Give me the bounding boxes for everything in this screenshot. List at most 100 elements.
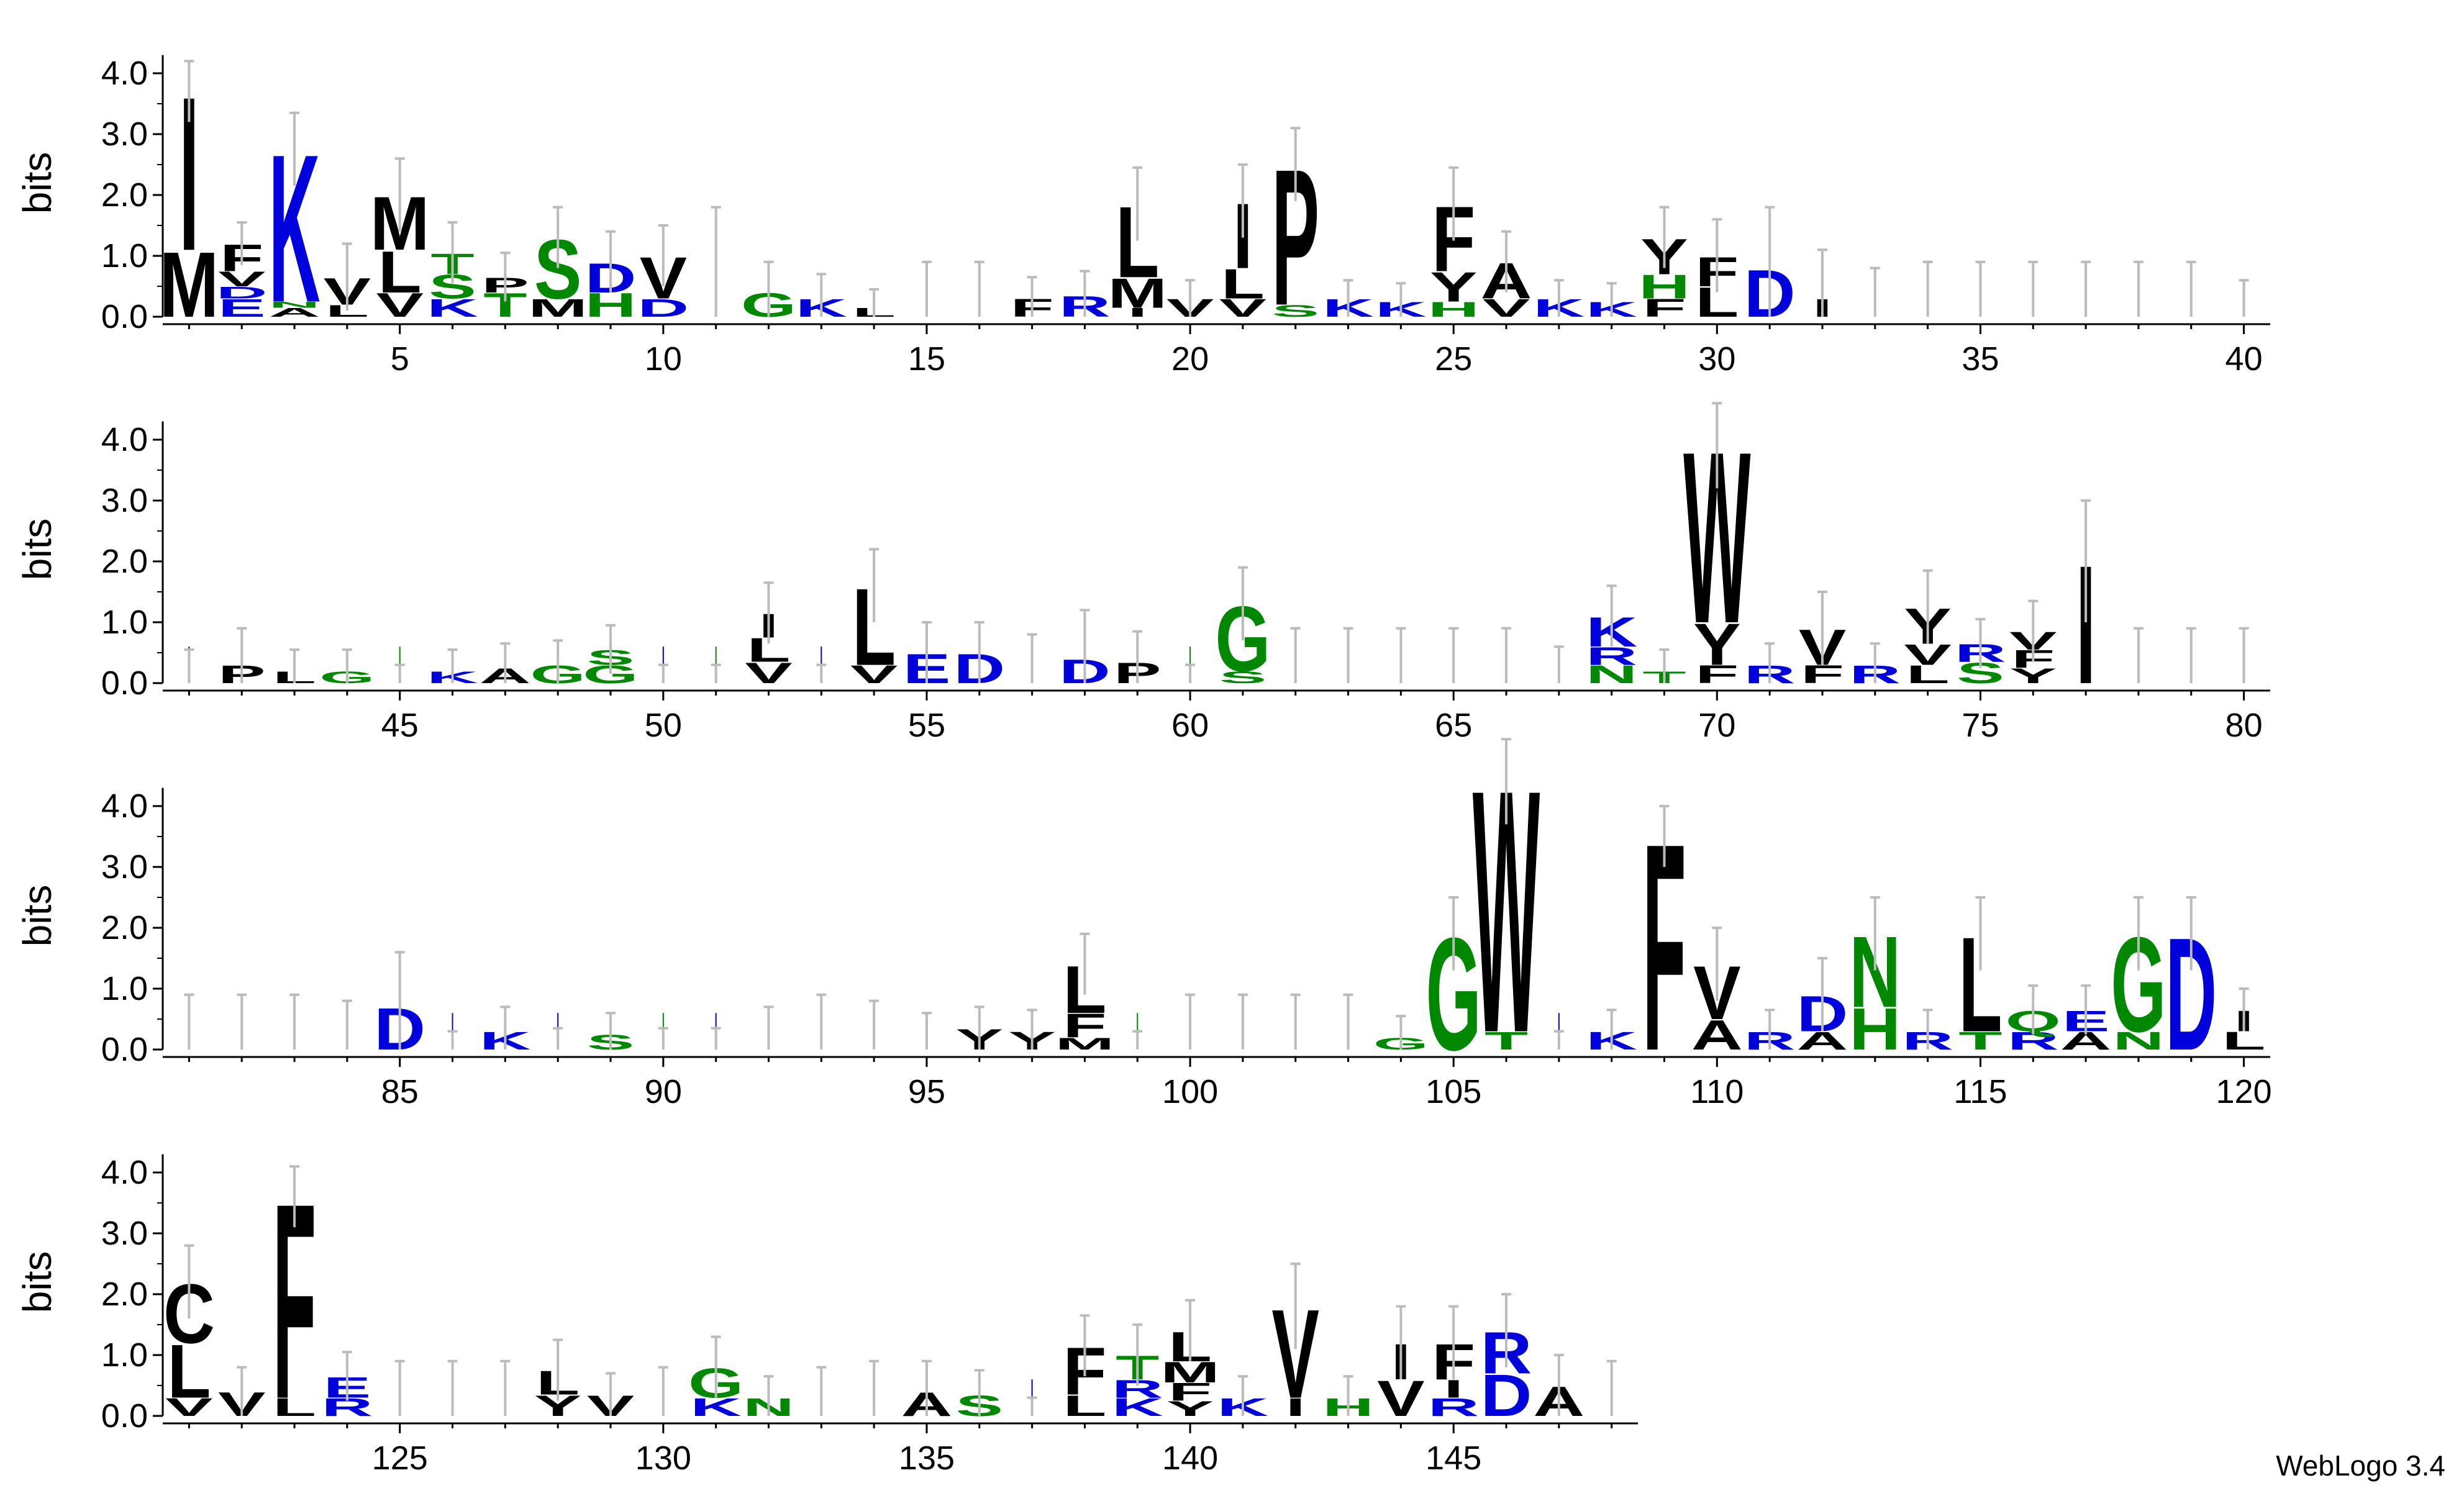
logo-letter: Y	[1166, 1397, 1214, 1420]
y-axis-label: bits	[15, 1251, 60, 1313]
x-tick-label: 50	[645, 707, 682, 744]
logo-letter: M	[160, 233, 219, 337]
y-axis-label: bits	[15, 885, 60, 947]
logo-letter: V	[218, 267, 266, 291]
x-tick-label: 75	[1962, 707, 1999, 744]
x-tick-label: 80	[2225, 707, 2263, 744]
y-tick-label: 0.0	[101, 298, 148, 335]
logo-letter: I	[1127, 306, 1147, 320]
y-axis-label: bits	[15, 519, 60, 581]
x-tick-label: 30	[1698, 340, 1735, 378]
y-tick-label: 2.0	[101, 909, 148, 946]
y-tick-label: 0.0	[101, 1031, 148, 1068]
x-tick-label: 5	[391, 340, 409, 378]
logo-letter: K	[427, 294, 478, 322]
logo-letter: D	[637, 294, 689, 322]
logo-letter: T	[1958, 1027, 2002, 1055]
logo-letter: M	[528, 294, 588, 322]
logo-letter: M	[1107, 270, 1167, 317]
x-tick-label: 105	[1425, 1073, 1481, 1110]
logo-letter: L	[1063, 1389, 1106, 1423]
x-tick-label: 15	[908, 340, 945, 378]
y-tick-label: 4.0	[101, 1154, 148, 1191]
y-tick-label: 2.0	[101, 543, 148, 580]
x-tick-label: 70	[1698, 707, 1735, 744]
logo-letter: S	[1271, 302, 1319, 320]
y-tick-label: 1.0	[101, 604, 148, 641]
logo-letter: E	[218, 294, 266, 322]
y-tick-label: 1.0	[101, 970, 148, 1007]
logo-letter: L	[1906, 660, 1950, 689]
x-tick-label: 120	[2216, 1073, 2272, 1110]
y-tick-label: 4.0	[101, 55, 148, 92]
x-tick-label: 45	[381, 707, 419, 744]
x-tick-label: 95	[908, 1073, 945, 1110]
logo-letter: M	[1055, 1035, 1115, 1053]
credit-label: WebLogo 3.4	[2276, 1449, 2445, 1482]
x-tick-label: 90	[645, 1073, 682, 1110]
logo-letter: L	[378, 240, 422, 306]
y-tick-label: 0.0	[101, 1397, 148, 1435]
x-tick-label: 35	[1962, 340, 1999, 378]
y-axis-label: bits	[15, 152, 60, 214]
logo-letter: V	[1377, 1371, 1425, 1427]
logo-letter: F	[1642, 294, 1686, 322]
x-tick-label: 10	[645, 340, 682, 378]
y-tick-label: 3.0	[101, 1215, 148, 1252]
logo-letter: F	[1168, 1378, 1212, 1407]
logo-letter: V	[376, 287, 424, 325]
y-tick-label: 1.0	[101, 237, 148, 274]
logo-letter: I	[1443, 1375, 1463, 1404]
y-tick-label: 3.0	[101, 482, 148, 519]
x-tick-label: 60	[1171, 707, 1209, 744]
logo-letter: H	[585, 287, 637, 325]
x-tick-label: 25	[1435, 340, 1472, 378]
logo-letter: L	[1221, 260, 1265, 307]
x-tick-label: 55	[908, 707, 945, 744]
logo-letter: V	[165, 1393, 213, 1422]
logo-letter: R	[1428, 1393, 1480, 1422]
logo-letter: N	[2112, 1027, 2164, 1055]
logo-letter: N	[1586, 660, 1637, 689]
y-tick-label: 4.0	[101, 421, 148, 458]
x-tick-label: 130	[635, 1440, 691, 1477]
x-tick-label: 40	[2225, 340, 2263, 378]
logo-letter: L	[167, 1330, 211, 1414]
x-tick-label: 135	[899, 1440, 955, 1477]
logo-letter: R	[1586, 642, 1637, 671]
x-tick-label: 100	[1162, 1073, 1218, 1110]
y-tick-label: 2.0	[101, 176, 148, 214]
logo-letter: H	[1849, 997, 1901, 1063]
logo-letter: F	[1695, 660, 1739, 689]
logo-letter: Y	[1693, 612, 1741, 678]
logo-letter: L	[2222, 1027, 2266, 1055]
y-tick-label: 4.0	[101, 787, 148, 825]
logo-letter: T	[1484, 1027, 1528, 1055]
logo-letter: V	[745, 656, 793, 690]
y-tick-label: 0.0	[101, 664, 148, 702]
y-tick-label: 3.0	[101, 116, 148, 153]
logo-letter: K	[1112, 1393, 1163, 1422]
logo-letter: K	[690, 1393, 742, 1422]
logo-letter: V	[850, 660, 898, 689]
logo-letter: Y	[1430, 263, 1478, 311]
logo-letter: Y	[2009, 664, 2057, 687]
x-tick-label: 65	[1435, 707, 1472, 744]
x-tick-label: 20	[1171, 340, 1209, 378]
logo-letter: A	[269, 306, 321, 320]
logo-letter: I	[1286, 1393, 1306, 1422]
logo-letter: H	[1428, 297, 1480, 321]
logo-letter: H	[1639, 268, 1690, 306]
logo-letter: F	[1063, 1007, 1106, 1045]
logo-letter: A	[1797, 1027, 1848, 1055]
logo-letter: A	[1691, 1012, 1743, 1059]
x-tick-label: 115	[1953, 1073, 2007, 1110]
y-tick-label: 1.0	[101, 1336, 148, 1374]
logo-letter: D	[1481, 1363, 1532, 1429]
y-tick-label: 3.0	[101, 848, 148, 886]
logo-letter: F	[1801, 660, 1844, 689]
x-tick-label: 145	[1425, 1440, 1481, 1477]
logo-letter: S	[1219, 668, 1267, 687]
x-tick-label: 110	[1690, 1073, 1743, 1110]
